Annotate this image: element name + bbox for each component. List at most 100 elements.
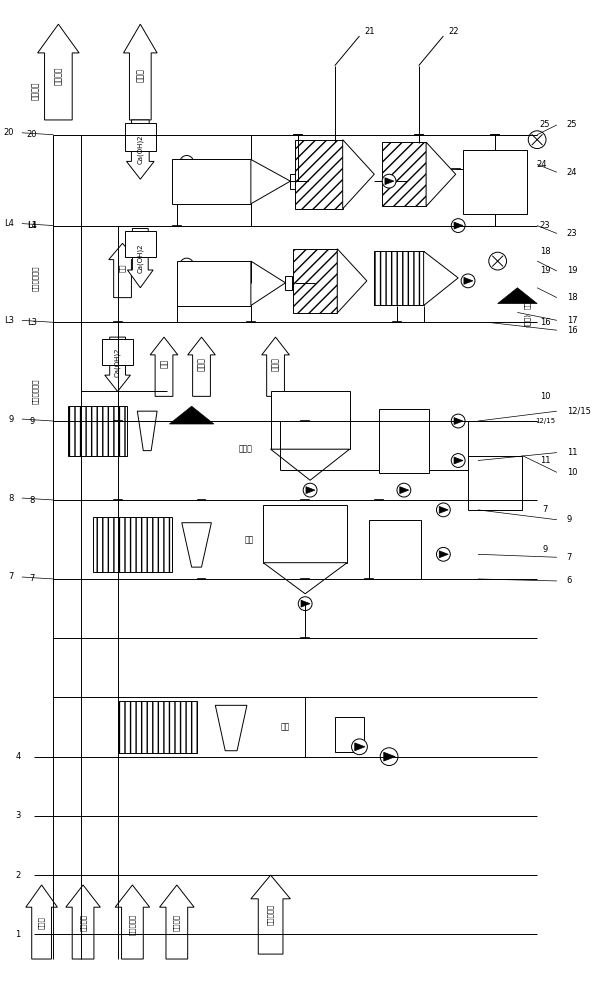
Circle shape [461, 274, 475, 288]
Bar [124, 123, 156, 151]
Text: 23: 23 [567, 229, 578, 238]
Bar [285, 276, 292, 290]
Text: 19: 19 [540, 266, 550, 275]
Bar [68, 406, 127, 456]
Bar [102, 339, 133, 365]
Bar [93, 517, 172, 572]
Text: 环境集烟: 环境集烟 [31, 81, 40, 100]
Circle shape [451, 414, 465, 428]
Polygon shape [182, 159, 191, 166]
Text: 4: 4 [16, 752, 20, 761]
Text: 工艺水: 工艺水 [38, 916, 45, 929]
Polygon shape [109, 243, 136, 298]
Text: 碱液槽: 碱液槽 [136, 69, 145, 82]
Polygon shape [66, 885, 100, 959]
Polygon shape [454, 222, 463, 229]
Text: 18: 18 [567, 293, 578, 302]
Polygon shape [306, 487, 315, 494]
Polygon shape [169, 406, 214, 424]
Polygon shape [399, 487, 408, 494]
Bar [124, 231, 156, 257]
Text: L3: L3 [4, 316, 14, 325]
Polygon shape [439, 506, 448, 513]
Text: 稳缩: 稳缩 [119, 264, 126, 272]
Circle shape [180, 155, 194, 169]
Polygon shape [423, 251, 458, 306]
Text: 废耐火材料: 废耐火材料 [267, 904, 274, 925]
Circle shape [528, 131, 546, 149]
Bar [382, 142, 426, 206]
Polygon shape [150, 337, 178, 396]
Bar [172, 159, 251, 204]
Polygon shape [454, 457, 463, 464]
Polygon shape [384, 752, 395, 761]
Polygon shape [271, 449, 350, 480]
Text: 20: 20 [26, 130, 37, 139]
Text: 8: 8 [8, 494, 14, 503]
Polygon shape [127, 120, 154, 179]
Text: 浓缩: 浓缩 [160, 359, 169, 368]
Bar [263, 505, 347, 563]
Text: Ca(OH)2: Ca(OH)2 [137, 135, 144, 164]
Circle shape [437, 503, 450, 517]
Polygon shape [38, 24, 79, 120]
Bar [370, 520, 420, 579]
Text: 聚集炉: 聚集炉 [239, 444, 253, 453]
Polygon shape [343, 140, 374, 209]
Text: 7: 7 [8, 572, 14, 581]
Bar [293, 249, 337, 313]
Text: 12/15: 12/15 [535, 418, 555, 424]
Polygon shape [337, 249, 367, 313]
Circle shape [180, 258, 194, 272]
Polygon shape [262, 337, 289, 396]
Circle shape [382, 174, 396, 188]
Text: 9: 9 [567, 515, 572, 524]
Bar [271, 391, 350, 449]
Text: 中和炉液: 中和炉液 [80, 914, 86, 931]
Polygon shape [251, 159, 291, 204]
Text: 1: 1 [16, 930, 20, 939]
Circle shape [437, 547, 450, 561]
Text: 油层: 油层 [244, 535, 254, 544]
Polygon shape [26, 885, 57, 959]
Bar [463, 150, 527, 214]
Text: 中和液浸液: 中和液浸液 [129, 914, 136, 935]
Bar [118, 701, 197, 753]
Text: 18: 18 [540, 247, 550, 256]
Text: 21: 21 [364, 27, 375, 36]
Text: 7: 7 [29, 574, 35, 583]
Text: 22: 22 [448, 27, 459, 36]
Polygon shape [439, 551, 448, 558]
Polygon shape [182, 262, 191, 269]
Polygon shape [215, 705, 247, 751]
Polygon shape [127, 229, 153, 288]
Text: 8: 8 [29, 496, 35, 505]
Text: 水氟液: 水氟液 [197, 357, 206, 371]
Text: 9: 9 [29, 417, 34, 426]
Text: 沉煤水浸滤液: 沉煤水浸滤液 [32, 379, 39, 404]
Polygon shape [251, 875, 291, 954]
Text: L4: L4 [27, 221, 36, 230]
Text: 10: 10 [567, 468, 577, 477]
Text: L1: L1 [27, 221, 36, 230]
Polygon shape [115, 885, 150, 959]
Circle shape [380, 748, 398, 766]
Text: 氟化物: 氟化物 [524, 296, 530, 309]
Text: (产品): (产品) [524, 313, 530, 327]
Bar [335, 717, 364, 752]
Polygon shape [251, 261, 285, 306]
Polygon shape [355, 743, 365, 751]
Text: 中和炉液: 中和炉液 [173, 914, 180, 931]
Text: Ca(OH)2: Ca(OH)2 [114, 347, 121, 377]
Polygon shape [301, 600, 310, 607]
Polygon shape [385, 178, 394, 185]
Circle shape [451, 454, 465, 467]
Text: Ca(OH)2: Ca(OH)2 [137, 243, 144, 273]
Text: 24: 24 [567, 168, 577, 177]
Text: 氧化氢: 氧化氢 [271, 357, 280, 371]
Text: 烟气处理: 烟气处理 [54, 66, 63, 85]
Text: 2: 2 [16, 871, 20, 880]
Text: 16: 16 [540, 318, 550, 327]
Text: 9: 9 [9, 415, 14, 424]
Bar [177, 261, 251, 306]
